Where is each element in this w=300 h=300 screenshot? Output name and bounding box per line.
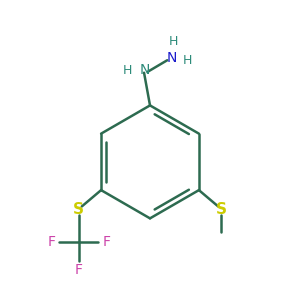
Text: H: H xyxy=(169,35,178,48)
Text: S: S xyxy=(216,202,227,217)
Text: N: N xyxy=(166,52,177,65)
Text: F: F xyxy=(75,263,83,277)
Text: H: H xyxy=(182,54,192,67)
Text: F: F xyxy=(102,235,110,249)
Text: N: N xyxy=(140,63,150,77)
Text: F: F xyxy=(47,235,55,249)
Text: H: H xyxy=(123,64,132,77)
Text: S: S xyxy=(73,202,84,217)
